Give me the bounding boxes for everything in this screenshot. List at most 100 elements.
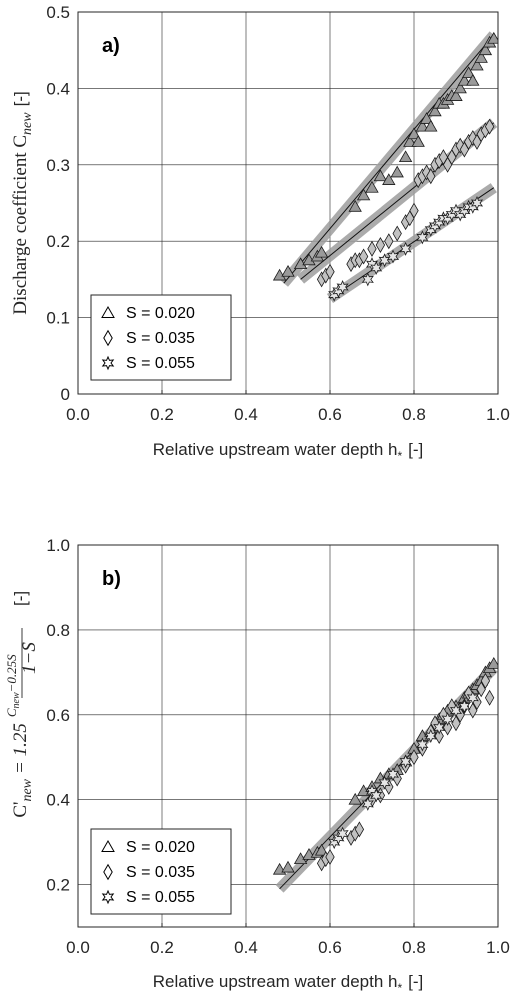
y-tick-label: 0	[61, 385, 70, 404]
data-point-star	[458, 699, 471, 714]
data-point-star	[336, 280, 349, 295]
data-point-diamond	[484, 689, 495, 706]
x-tick-label: 0.6	[318, 938, 342, 957]
x-tick-label: 0.6	[318, 405, 342, 424]
panel-a-y-axis-label: Discharge coefficient Cnew[-]	[10, 91, 35, 314]
data-point-triangle	[474, 51, 488, 63]
data-point-diamond	[325, 263, 335, 280]
x-tick-label: 0.8	[402, 405, 426, 424]
data-point-triangle	[453, 81, 467, 94]
panel-a-tick-labels: 0.0 0.2 0.4 0.6 0.8 1.0 0 0.1 0.2 0.3 0.4 0.5	[46, 3, 509, 424]
x-tick-label: 0.4	[234, 405, 258, 424]
legend-label: S = 0.035	[126, 864, 195, 881]
panel-a-points	[272, 31, 498, 302]
data-point-star	[399, 241, 412, 256]
data-point-star	[470, 196, 484, 210]
x-tick-label: 1.0	[486, 938, 510, 957]
panel-a-x-axis-label: Relative upstream water depth h* [-]	[153, 440, 424, 463]
data-point-triangle	[314, 245, 329, 258]
panel-b-axes-box	[77, 544, 499, 928]
data-point-diamond	[325, 848, 335, 865]
data-point-triangle	[478, 43, 493, 56]
data-point-triangle	[281, 860, 295, 873]
x-tick-label: 0.0	[66, 405, 90, 424]
panel-a-axes-box	[77, 11, 499, 395]
legend-marker-triangle	[101, 305, 115, 318]
y-tick-label: 0.4	[46, 791, 70, 810]
data-point-star	[336, 826, 349, 841]
legend-marker-diamond	[103, 329, 113, 347]
data-point-star	[466, 690, 479, 705]
data-point-triangle	[487, 31, 498, 44]
data-point-diamond	[409, 202, 419, 219]
y-tick-label: 0.2	[46, 232, 70, 251]
data-point-star	[386, 767, 400, 782]
legend-label: S = 0.020	[126, 305, 195, 322]
data-point-star	[441, 712, 454, 727]
y-tick-label: 0.4	[46, 79, 70, 98]
legend-label: S = 0.020	[126, 839, 195, 856]
data-point-star	[378, 775, 391, 790]
data-point-triangle	[461, 66, 476, 79]
panel-b: 0.0 0.2 0.4 0.6 0.8 1.0 0.2 0.4 0.6 0.8 1.0 b) Rel…	[4, 536, 510, 995]
data-point-diamond	[426, 168, 436, 185]
panel-a-label: a)	[102, 35, 120, 57]
data-point-triangle	[419, 112, 434, 124]
data-point-triangle	[314, 843, 329, 856]
data-point-star	[370, 788, 383, 803]
svg-text:C'new= 1.25Cnew−0.25S: C'new= 1.25Cnew−0.25S	[4, 654, 35, 818]
data-point-diamond	[480, 672, 491, 689]
data-point-triangle	[356, 188, 371, 201]
x-tick-label: 1.0	[486, 405, 510, 424]
data-point-triangle	[365, 180, 379, 193]
x-tick-label: 0.2	[150, 938, 174, 957]
legend-label: S = 0.035	[126, 330, 195, 347]
x-tick-label: 0.8	[402, 938, 426, 957]
data-point-diamond	[484, 118, 495, 135]
data-point-star	[416, 230, 429, 245]
data-point-star	[399, 754, 412, 769]
panel-b-label: b)	[102, 568, 121, 590]
data-point-triangle	[449, 89, 463, 101]
y-tick-label: 0.3	[46, 156, 70, 175]
panel-b-tick-labels: 0.0 0.2 0.4 0.6 0.8 1.0 0.2 0.4 0.6 0.8 1.0	[46, 536, 509, 957]
data-point-diamond	[468, 702, 478, 719]
x-tick-label: 0.4	[234, 938, 258, 957]
panel-b-points	[272, 657, 498, 875]
panel-b-legend: S = 0.020 S = 0.035 S = 0.055	[90, 828, 232, 915]
data-point-star	[361, 272, 374, 287]
legend-marker-diamond	[103, 863, 113, 881]
y-tick-label: 0.1	[46, 309, 70, 328]
data-point-star	[416, 737, 429, 752]
data-point-triangle	[466, 73, 480, 86]
x-tick-label: 0.2	[150, 405, 174, 424]
legend-label: S = 0.055	[126, 355, 195, 372]
data-point-triangle	[403, 135, 417, 147]
data-point-star	[424, 729, 437, 743]
x-tick-label: 0.0	[66, 938, 90, 957]
data-point-triangle	[281, 264, 295, 277]
data-point-diamond	[451, 715, 461, 732]
panel-b-x-axis-label: Relative upstream water depth h* [-]	[153, 972, 424, 995]
data-point-diamond	[375, 237, 386, 254]
data-point-triangle	[398, 150, 413, 163]
data-point-diamond	[354, 821, 365, 838]
panel-a: 0.0 0.2 0.4 0.6 0.8 1.0 0 0.1 0.2 0.3 0.4 0.5 a) Re…	[10, 3, 510, 463]
data-point-triangle	[348, 200, 362, 212]
y-tick-label: 0.8	[46, 621, 70, 640]
data-point-triangle	[428, 104, 442, 117]
data-point-diamond	[476, 681, 486, 698]
data-point-diamond	[384, 233, 394, 250]
data-point-triangle	[390, 165, 404, 178]
y-tick-label: 0.6	[46, 706, 70, 725]
legend-marker-triangle	[101, 839, 115, 852]
data-point-diamond	[434, 728, 444, 744]
data-point-diamond	[468, 130, 478, 147]
data-point-star	[370, 260, 383, 275]
y-tick-label: 0.5	[46, 3, 70, 22]
legend-label: S = 0.055	[126, 889, 195, 906]
y-tick-label: 0.2	[46, 876, 70, 895]
data-point-diamond	[358, 248, 369, 265]
data-point-diamond	[421, 164, 432, 181]
